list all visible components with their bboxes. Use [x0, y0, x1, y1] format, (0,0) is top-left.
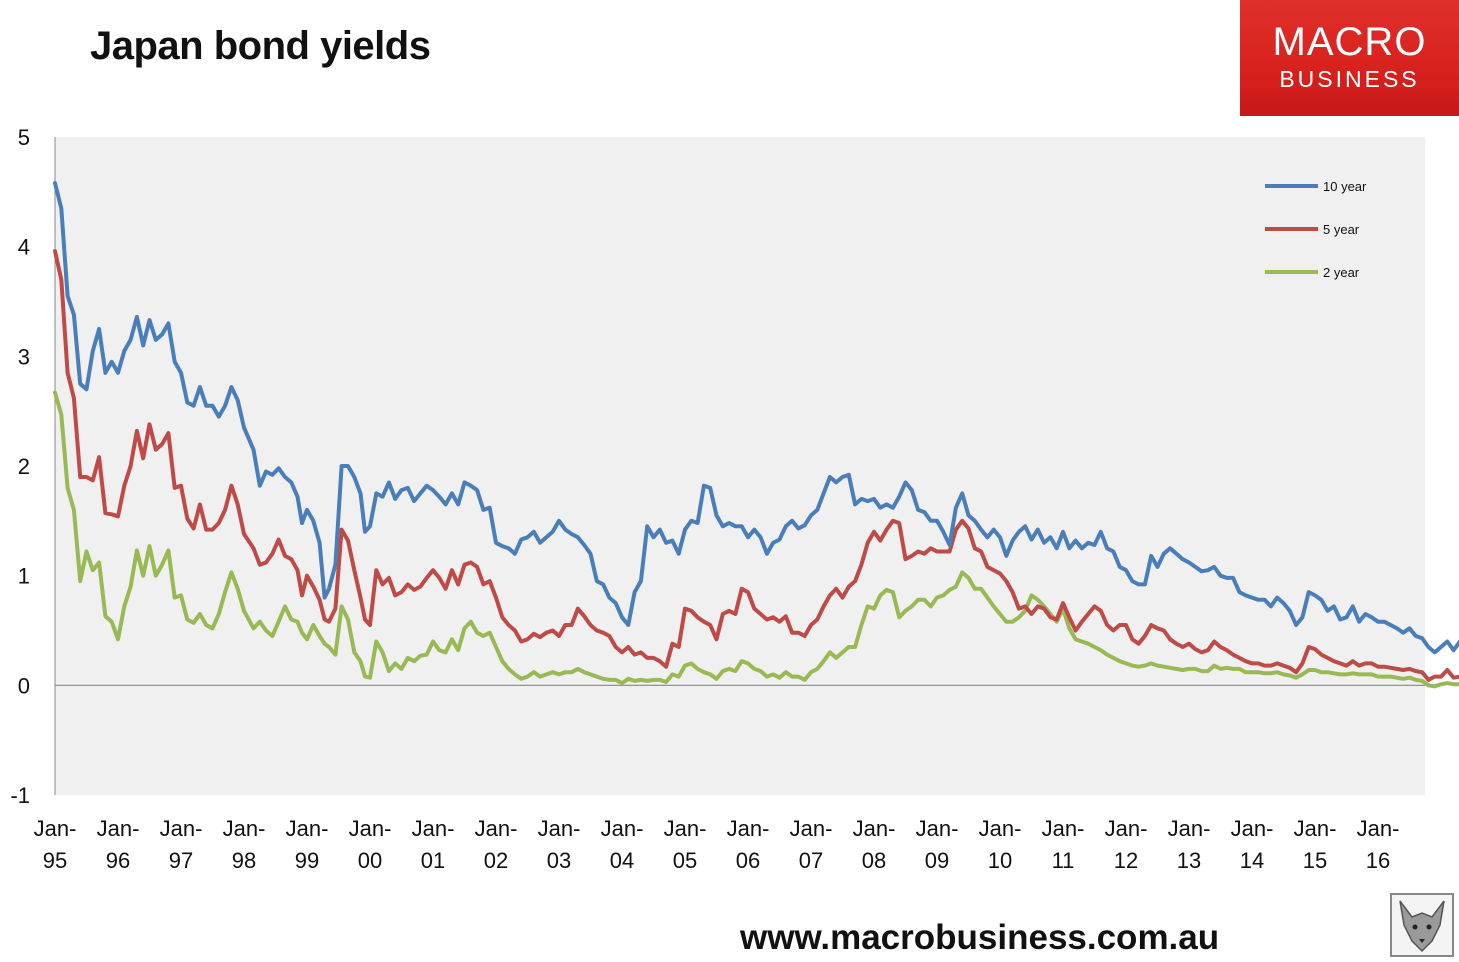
x-axis: Jan- 95 Jan- 96 Jan- 97 Jan- 98 Jan- 99 Jan- 00 Jan-… [34, 816, 1400, 873]
logo-line-1: MACRO [1272, 20, 1427, 64]
series-line-10-year [53, 181, 1459, 655]
x-tick-label-bottom: 01 [421, 848, 445, 873]
x-tick-label-top: Jan- [475, 816, 518, 841]
x-tick-label-top: Jan- [790, 816, 833, 841]
x-tick-label-bottom: 96 [106, 848, 130, 873]
x-tick-label-top: Jan- [1042, 816, 1085, 841]
series-line-2-year [53, 390, 1459, 689]
x-tick-label-bottom: 16 [1366, 848, 1390, 873]
x-tick-label-bottom: 10 [988, 848, 1012, 873]
legend: 10 year 5 year 2 year [1265, 179, 1367, 280]
x-tick-label-bottom: 02 [484, 848, 508, 873]
footer-url: www.macrobusiness.com.au [740, 918, 1220, 957]
logo-line-2: BUSINESS [1279, 66, 1420, 92]
x-tick-label-top: Jan- [349, 816, 392, 841]
x-tick-label-bottom: 08 [862, 848, 886, 873]
x-tick-label-bottom: 97 [169, 848, 193, 873]
macrobusiness-logo: MACRO BUSINESS [1240, 0, 1459, 116]
series-lines [53, 181, 1459, 689]
x-tick-label-top: Jan- [97, 816, 140, 841]
x-tick-label-top: Jan- [160, 816, 203, 841]
x-tick-label-top: Jan- [1231, 816, 1274, 841]
x-tick-label-top: Jan- [916, 816, 959, 841]
y-tick-label: 0 [18, 673, 30, 698]
x-tick-label-top: Jan- [853, 816, 896, 841]
x-tick-label-bottom: 05 [673, 848, 697, 873]
wolf-logo-icon [1390, 893, 1454, 957]
x-tick-label-top: Jan- [1294, 816, 1337, 841]
x-tick-label-top: Jan- [34, 816, 77, 841]
x-tick-label-top: Jan- [412, 816, 455, 841]
x-tick-label-bottom: 15 [1303, 848, 1327, 873]
x-tick-label-top: Jan- [1168, 816, 1211, 841]
x-tick-label-bottom: 11 [1052, 848, 1075, 873]
y-tick-label: 5 [18, 125, 30, 150]
legend-label: 2 year [1323, 265, 1360, 280]
series-line-5-year [53, 249, 1459, 682]
y-tick-label: 2 [18, 454, 30, 479]
x-tick-label-top: Jan- [727, 816, 770, 841]
x-tick-label-bottom: 09 [925, 848, 949, 873]
y-tick-label: 1 [18, 564, 30, 589]
x-tick-label-top: Jan- [223, 816, 266, 841]
x-tick-label-bottom: 95 [43, 848, 67, 873]
x-tick-label-bottom: 06 [736, 848, 760, 873]
x-tick-label-bottom: 00 [358, 848, 382, 873]
x-tick-label-bottom: 03 [547, 848, 571, 873]
y-tick-label: 4 [18, 235, 30, 260]
x-tick-label-bottom: 07 [799, 848, 823, 873]
x-tick-label-bottom: 99 [295, 848, 319, 873]
x-tick-label-bottom: 13 [1177, 848, 1201, 873]
x-tick-label-top: Jan- [538, 816, 581, 841]
x-tick-label-top: Jan- [286, 816, 329, 841]
x-tick-label-top: Jan- [1105, 816, 1148, 841]
chart-title: Japan bond yields [90, 24, 431, 68]
x-tick-label-bottom: 98 [232, 848, 256, 873]
plot-area [55, 137, 1425, 795]
x-tick-label-bottom: 04 [610, 848, 634, 873]
x-tick-label-bottom: 12 [1114, 848, 1138, 873]
x-tick-label-top: Jan- [1357, 816, 1400, 841]
y-tick-label: 3 [18, 344, 30, 369]
x-tick-label-top: Jan- [664, 816, 707, 841]
legend-label: 10 year [1323, 179, 1367, 194]
y-tick-label: -1 [10, 783, 30, 808]
x-tick-label-top: Jan- [601, 816, 644, 841]
x-tick-label-top: Jan- [979, 816, 1022, 841]
x-tick-label-bottom: 14 [1240, 848, 1264, 873]
legend-label: 5 year [1323, 222, 1360, 237]
y-axis: 5 4 3 2 1 0 -1 [10, 125, 1425, 808]
